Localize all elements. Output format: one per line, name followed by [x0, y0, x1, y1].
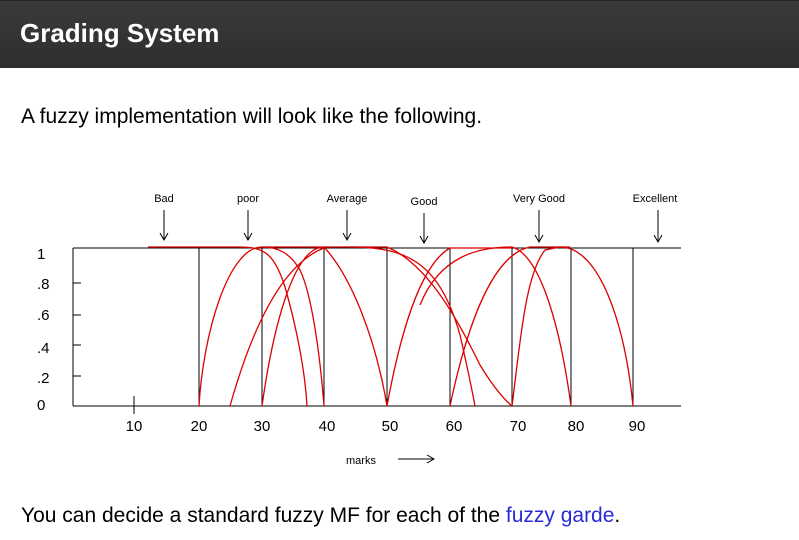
curve-bad [148, 246, 308, 407]
footer-prefix: You can decide a standard fuzzy MF for e… [21, 504, 506, 527]
slide-title: Grading System [20, 18, 220, 48]
curve-average-fall [323, 246, 388, 407]
curve-excellent [511, 246, 634, 407]
x-label-10: 10 [126, 418, 143, 435]
curve-good-fall [386, 246, 513, 407]
grade-label-bad: Bad [154, 193, 174, 205]
grade-arrow-bad [159, 210, 169, 242]
curve-good-rise [386, 247, 512, 407]
x-axis-arrow [398, 454, 436, 464]
x-label-80: 80 [568, 418, 585, 435]
x-label-30: 30 [254, 418, 271, 435]
intro-text: A fuzzy implementation will look like th… [21, 105, 483, 128]
fuzzy-grading-diagram: Bad poor Average Good Very Good Excellen… [37, 193, 681, 467]
grade-arrow-good [419, 213, 429, 245]
y-label-1: 1 [37, 246, 45, 263]
grade-arrows [159, 210, 663, 245]
grade-labels: Bad poor Average Good Very Good Excellen… [154, 193, 677, 208]
footer-suffix: . [614, 504, 621, 527]
y-label-04: .4 [37, 340, 50, 357]
grade-label-good: Good [411, 196, 438, 208]
fuzzy-garde-link[interactable]: fuzzy garde [505, 504, 615, 527]
grade-arrow-average [342, 210, 352, 242]
y-label-02: .2 [37, 370, 50, 387]
curve-good-fall2 [349, 246, 476, 407]
curve-vgood-rise [449, 246, 570, 407]
grade-label-poor: poor [237, 193, 259, 205]
grade-label-average: Average [327, 193, 368, 205]
curve-vgood-rise2 [419, 246, 513, 306]
x-label-70: 70 [510, 418, 527, 435]
x-label-20: 20 [191, 418, 208, 435]
title-bar: Grading System [0, 0, 799, 68]
grade-label-very-good: Very Good [513, 193, 565, 205]
grade-arrow-excellent [653, 210, 663, 244]
axes [72, 247, 681, 414]
x-tick-labels: 10 20 30 40 50 60 70 80 90 [126, 418, 646, 435]
vertical-lines [198, 248, 634, 406]
curve-poor [198, 246, 325, 407]
x-label-50: 50 [382, 418, 399, 435]
x-label-60: 60 [446, 418, 463, 435]
footer-text: You can decide a standard fuzzy MF for e… [21, 504, 620, 528]
x-label-40: 40 [319, 418, 336, 435]
y-label-06: .6 [37, 307, 50, 324]
curve-average-left [229, 247, 325, 407]
curve-vgood-fall [511, 246, 572, 407]
grade-arrow-poor [243, 210, 253, 242]
y-label-08: .8 [37, 276, 50, 293]
y-tick-labels: 1 .8 .6 .4 .2 0 [37, 246, 50, 414]
grade-label-excellent: Excellent [633, 193, 678, 205]
grade-arrow-very-good [534, 210, 544, 244]
membership-curves [148, 246, 634, 407]
curve-poor-b [261, 246, 325, 407]
x-label-90: 90 [629, 418, 646, 435]
y-label-0: 0 [37, 397, 45, 414]
x-axis-label: marks [346, 455, 376, 467]
